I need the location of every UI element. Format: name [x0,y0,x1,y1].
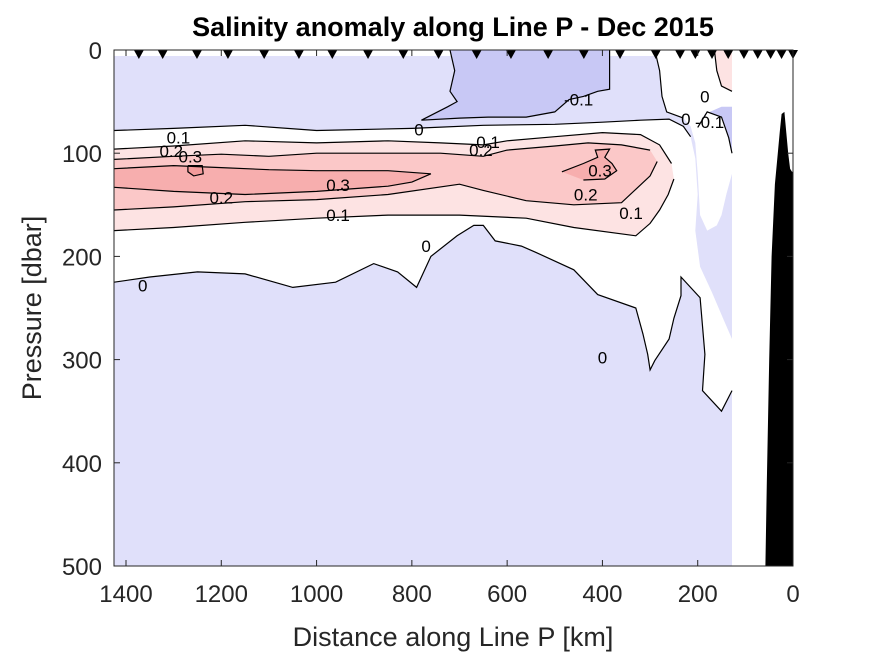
y-tick-label: 0 [89,38,102,65]
contour-label: 0.2 [469,141,493,160]
contour-line-0.3-west [114,164,432,196]
y-axis-label: Pressure [dbar] [17,216,47,401]
station-marker [157,50,168,59]
bathymetry [765,111,793,567]
contour-label: 0.1 [619,204,643,223]
contour-line-0.1-lower [114,178,675,237]
x-tick-label: 400 [582,581,622,608]
fill-level-below-neg0.1-nearshore [697,106,732,154]
contour-label: 0.3 [326,176,350,195]
x-tick-label: 1000 [290,581,343,608]
station-marker [776,50,787,59]
contour-line-0.1-upper [114,131,673,164]
fill-level-above-0.3-east [561,149,617,180]
station-marker [650,50,661,59]
contour-label: 0.2 [574,185,598,204]
contour-line-neg0.1-nearshore [697,111,733,154]
contour-label: 0 [421,237,430,256]
contour-lines [114,49,733,413]
station-marker [327,50,338,59]
x-tick-label: 1400 [99,581,152,608]
station-marker [707,50,718,59]
station-marker [752,50,763,59]
y-tick-label: 200 [62,244,102,271]
contour-line-0.2-upper [114,142,651,160]
contour-line-0-nearshore [654,49,684,119]
y-tick-label: 500 [62,554,102,581]
contour-line-0-upper [114,118,692,138]
contour-line-neg0.1 [421,49,611,121]
station-marker [675,50,686,59]
contour-line-0.1-nearshore [713,49,733,92]
station-marker [433,50,444,59]
x-axis-label: Distance along Line P [km] [293,622,614,652]
station-marker [222,50,233,59]
contour-label: 0.1 [167,129,191,148]
contour-line-0.2-lower [114,161,658,211]
contour-line-0-lower [114,224,733,413]
axes: 1400 1200 1000 800 600 400 200 0010020030040050… [62,38,800,608]
contour-label: 0 [138,276,147,295]
x-tick-label: 0 [786,581,799,608]
fill-level-0.1-to-0.2-nearshore [714,50,732,92]
contour-label: 0.1 [476,133,500,152]
fill-level-0-to-0.1-nearshore [654,50,732,231]
station-marker [615,50,626,59]
contour-label: 0.1 [326,206,350,225]
contour-label: 0.3 [588,162,612,181]
station-marker [133,50,144,59]
station-marker [738,50,749,59]
x-tick-label: 800 [392,581,432,608]
contour-label: 0.2 [159,142,183,161]
contour-label: 0.3 [178,147,202,166]
x-tick-label: 200 [678,581,718,608]
chart-title: Salinity anomaly along Line P - Dec 2015 [192,12,714,42]
contour-line-blob [187,165,204,177]
contour-label: -0.1 [564,91,593,110]
plot-frame [113,49,794,567]
station-marker [723,50,734,59]
x-tick-label: 600 [487,581,527,608]
station-marker [543,50,554,59]
contour-label: 0 [414,120,423,139]
station-marker [578,50,589,59]
contour-labels: 0.10.20.300.10.2-0.10.30.30.2 0.20.1 0.100… [138,87,724,367]
station-marker [505,50,516,59]
fill-blob [187,165,204,176]
station-marker [191,50,202,59]
station-marker [363,50,374,59]
station-marker [398,50,409,59]
station-markers [133,50,798,59]
contour-label: 0 [681,110,690,129]
contour-label: 0 [598,349,607,368]
fill-level-below-neg0.1 [421,50,610,121]
station-marker [293,50,304,59]
contour-fills [114,50,793,566]
contour-line-0.3-east [561,148,618,181]
x-tick-label: 1200 [195,581,248,608]
station-marker [471,50,482,59]
y-tick-label: 400 [62,451,102,478]
station-marker [765,50,776,59]
contour-label: 0.2 [209,189,233,208]
station-marker [259,50,270,59]
contour-label: 0 [700,87,709,106]
y-tick-label: 100 [62,141,102,168]
contour-label: -0.1 [695,113,724,132]
seafloor-shape [765,111,793,567]
y-tick-label: 300 [62,348,102,375]
